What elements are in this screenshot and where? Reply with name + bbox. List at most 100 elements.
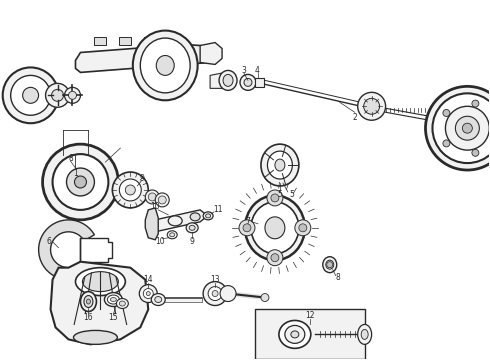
Text: 5: 5 xyxy=(290,190,294,199)
Text: 9: 9 xyxy=(140,174,145,183)
Circle shape xyxy=(327,262,333,268)
Ellipse shape xyxy=(245,195,305,260)
Ellipse shape xyxy=(140,38,190,93)
Text: 4: 4 xyxy=(254,66,259,75)
Ellipse shape xyxy=(279,320,311,348)
Circle shape xyxy=(51,89,64,101)
Circle shape xyxy=(148,193,156,201)
Ellipse shape xyxy=(116,298,128,309)
Circle shape xyxy=(145,190,159,204)
Ellipse shape xyxy=(168,216,182,226)
Polygon shape xyxy=(50,262,148,345)
Circle shape xyxy=(125,185,135,195)
Ellipse shape xyxy=(104,293,122,306)
Ellipse shape xyxy=(80,292,97,311)
Circle shape xyxy=(74,176,86,188)
Polygon shape xyxy=(200,42,222,64)
Circle shape xyxy=(11,75,50,115)
Polygon shape xyxy=(80,238,112,262)
Ellipse shape xyxy=(107,295,120,304)
Ellipse shape xyxy=(167,231,177,239)
Circle shape xyxy=(240,75,256,90)
Text: 6: 6 xyxy=(46,237,51,246)
Text: 9: 9 xyxy=(190,237,195,246)
Circle shape xyxy=(271,254,279,262)
Ellipse shape xyxy=(261,144,299,186)
Circle shape xyxy=(443,109,450,117)
Circle shape xyxy=(244,78,252,86)
Ellipse shape xyxy=(323,257,337,273)
Ellipse shape xyxy=(223,75,233,86)
Circle shape xyxy=(112,172,148,208)
Text: 3: 3 xyxy=(242,66,246,75)
Circle shape xyxy=(295,220,311,236)
Text: 2: 2 xyxy=(352,113,357,122)
Ellipse shape xyxy=(156,55,174,75)
Text: 1: 1 xyxy=(73,168,78,177)
Ellipse shape xyxy=(265,217,285,239)
Ellipse shape xyxy=(219,71,237,90)
Text: 5: 5 xyxy=(277,190,282,199)
Text: 7: 7 xyxy=(245,217,250,226)
Ellipse shape xyxy=(358,324,371,345)
Polygon shape xyxy=(150,210,205,232)
Bar xyxy=(255,78,264,87)
Circle shape xyxy=(203,282,227,306)
Circle shape xyxy=(243,224,251,232)
Circle shape xyxy=(433,93,490,163)
Circle shape xyxy=(261,293,269,302)
Circle shape xyxy=(220,285,236,302)
Circle shape xyxy=(43,144,119,220)
Polygon shape xyxy=(144,37,156,45)
Ellipse shape xyxy=(203,212,213,220)
Polygon shape xyxy=(120,37,131,45)
Polygon shape xyxy=(75,45,215,72)
Circle shape xyxy=(463,123,472,133)
Circle shape xyxy=(23,87,39,103)
Bar xyxy=(255,310,365,359)
Text: 12: 12 xyxy=(305,311,315,320)
Circle shape xyxy=(239,220,255,236)
Ellipse shape xyxy=(82,272,119,292)
Text: 14: 14 xyxy=(144,275,153,284)
Ellipse shape xyxy=(84,296,93,307)
Ellipse shape xyxy=(74,330,118,345)
Ellipse shape xyxy=(190,213,200,221)
Circle shape xyxy=(267,190,283,206)
Circle shape xyxy=(139,285,157,302)
Circle shape xyxy=(69,91,76,99)
Circle shape xyxy=(472,100,479,107)
Text: 10: 10 xyxy=(150,202,160,211)
Circle shape xyxy=(267,250,283,266)
Polygon shape xyxy=(210,72,230,88)
Circle shape xyxy=(65,87,80,103)
Text: 13: 13 xyxy=(210,275,220,284)
Circle shape xyxy=(271,194,279,202)
Ellipse shape xyxy=(120,301,125,306)
Ellipse shape xyxy=(189,225,195,230)
Circle shape xyxy=(299,224,307,232)
Ellipse shape xyxy=(86,299,91,304)
Ellipse shape xyxy=(170,233,175,237)
Ellipse shape xyxy=(186,223,198,233)
Ellipse shape xyxy=(251,202,299,254)
Ellipse shape xyxy=(110,298,116,302)
Ellipse shape xyxy=(75,268,125,296)
Circle shape xyxy=(52,154,108,210)
Text: 8: 8 xyxy=(335,273,340,282)
Circle shape xyxy=(143,289,153,298)
Circle shape xyxy=(158,196,166,204)
Circle shape xyxy=(358,92,386,120)
Text: 15: 15 xyxy=(109,313,118,322)
Circle shape xyxy=(67,168,95,196)
Polygon shape xyxy=(145,208,158,240)
Text: 10: 10 xyxy=(155,237,165,246)
Ellipse shape xyxy=(206,214,211,218)
Ellipse shape xyxy=(275,159,285,171)
Ellipse shape xyxy=(133,31,197,100)
Circle shape xyxy=(455,116,479,140)
Circle shape xyxy=(2,67,58,123)
Polygon shape xyxy=(39,220,95,280)
Text: 11: 11 xyxy=(213,206,223,215)
Text: 8: 8 xyxy=(68,154,73,163)
